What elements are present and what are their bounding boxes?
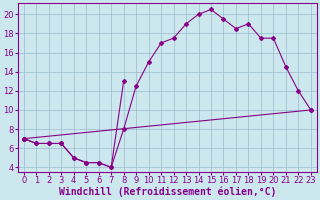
X-axis label: Windchill (Refroidissement éolien,°C): Windchill (Refroidissement éolien,°C) — [59, 187, 276, 197]
